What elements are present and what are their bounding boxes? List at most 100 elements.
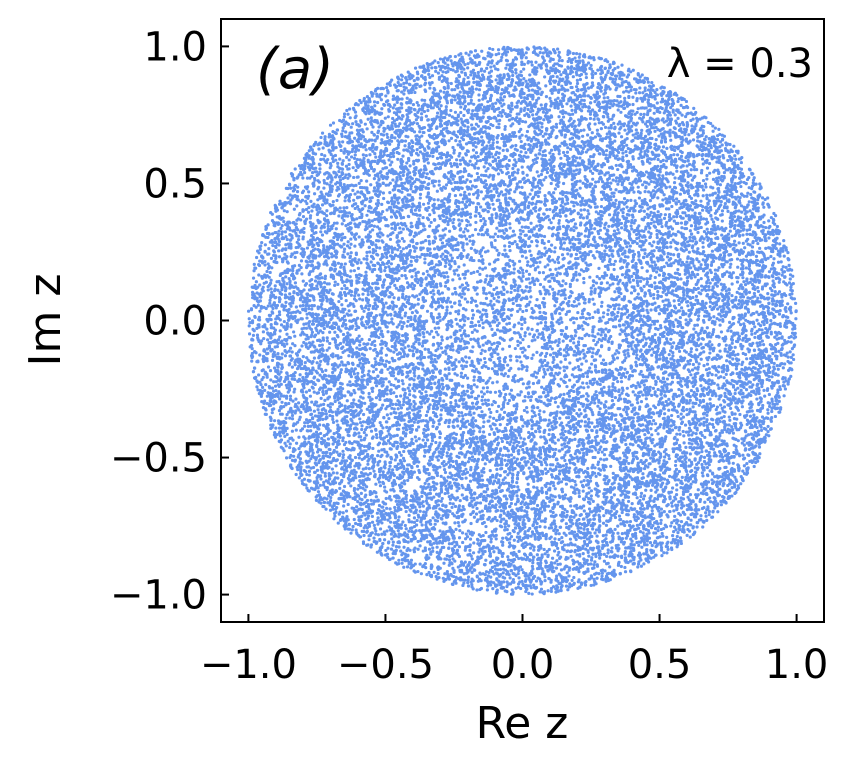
data-point	[367, 337, 372, 342]
data-point	[504, 453, 508, 457]
data-point	[708, 281, 712, 285]
data-point	[705, 193, 709, 197]
data-point	[673, 176, 677, 180]
data-point	[499, 213, 503, 217]
data-point	[483, 360, 487, 365]
data-point	[474, 220, 478, 225]
data-point	[766, 408, 770, 412]
data-point	[285, 432, 289, 437]
data-point	[622, 489, 627, 493]
data-point	[363, 283, 367, 287]
data-point	[318, 423, 322, 427]
data-point	[382, 196, 386, 201]
data-point	[449, 335, 453, 339]
data-point	[325, 214, 329, 218]
data-point	[496, 295, 501, 299]
data-point	[554, 125, 559, 129]
data-point	[624, 442, 628, 447]
data-point	[575, 51, 579, 56]
data-point	[521, 119, 525, 124]
data-point	[579, 419, 584, 423]
data-point	[482, 69, 487, 73]
data-point	[448, 311, 452, 315]
data-point	[564, 482, 569, 486]
data-point	[570, 108, 574, 112]
data-point	[605, 281, 609, 285]
data-point	[625, 143, 629, 147]
data-point	[537, 412, 541, 417]
data-point	[562, 369, 566, 373]
data-point	[410, 144, 415, 149]
data-point	[699, 514, 703, 518]
data-point	[647, 462, 651, 466]
data-point	[656, 157, 660, 162]
data-point	[611, 471, 615, 476]
data-point	[556, 343, 560, 348]
data-point	[619, 564, 623, 569]
data-point	[469, 73, 473, 77]
data-point	[373, 343, 377, 348]
data-point	[360, 424, 364, 428]
data-point	[751, 322, 756, 326]
data-point	[325, 336, 329, 340]
data-point	[623, 332, 628, 336]
data-point	[443, 264, 447, 268]
data-point	[592, 563, 596, 567]
data-point	[644, 397, 648, 401]
data-point	[697, 403, 701, 407]
data-point	[351, 166, 355, 170]
data-point	[672, 153, 676, 157]
data-point	[301, 176, 305, 180]
data-point	[742, 280, 746, 284]
data-point	[428, 86, 432, 90]
data-point	[451, 145, 455, 150]
data-point	[659, 132, 663, 136]
data-point	[491, 102, 495, 106]
data-point	[647, 450, 651, 454]
data-point	[260, 241, 264, 245]
data-point	[330, 414, 335, 419]
data-point	[437, 422, 441, 426]
data-point	[704, 217, 708, 221]
data-point	[339, 265, 343, 269]
data-point	[608, 565, 612, 569]
data-point	[518, 307, 522, 311]
data-point	[433, 353, 437, 358]
data-point	[468, 57, 472, 61]
data-point	[609, 181, 613, 185]
data-point	[599, 204, 604, 209]
data-point	[589, 489, 594, 493]
data-point	[707, 513, 711, 517]
data-point	[345, 244, 350, 248]
data-point	[503, 410, 507, 415]
data-point	[408, 383, 412, 387]
data-point	[322, 480, 326, 484]
data-point	[540, 125, 544, 129]
data-point	[565, 571, 569, 575]
data-point	[491, 587, 495, 591]
data-point	[322, 402, 326, 406]
data-point	[678, 432, 682, 436]
data-point	[672, 304, 677, 308]
data-point	[489, 410, 493, 415]
data-point	[545, 208, 549, 212]
data-point	[664, 171, 669, 175]
data-point	[557, 221, 561, 225]
data-point	[772, 257, 776, 261]
data-point	[538, 148, 542, 152]
data-point	[537, 174, 541, 178]
data-point	[277, 249, 281, 253]
data-point	[624, 85, 629, 90]
data-point	[557, 115, 561, 119]
data-point	[667, 474, 672, 478]
data-point	[342, 115, 346, 119]
data-point	[495, 427, 499, 431]
data-point	[594, 474, 598, 478]
data-point	[544, 95, 549, 99]
data-point	[386, 330, 390, 334]
data-point	[503, 525, 507, 529]
data-point	[295, 441, 299, 445]
data-point	[616, 524, 620, 528]
data-point	[753, 325, 757, 329]
data-point	[610, 394, 614, 399]
